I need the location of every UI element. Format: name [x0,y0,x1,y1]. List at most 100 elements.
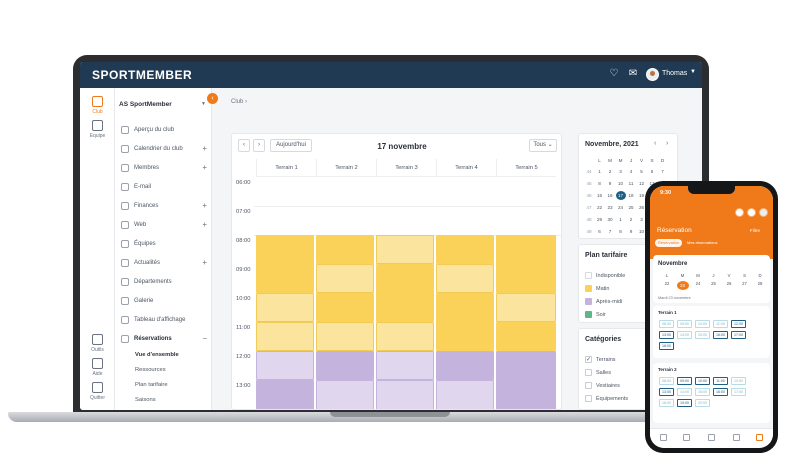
time-slot[interactable]: 11:00 [713,377,728,385]
time-slot[interactable]: 18:00 [659,342,674,350]
booking-block[interactable] [316,264,374,293]
mini-calendar-day[interactable]: 24 [617,205,624,210]
plus-icon[interactable]: + [202,144,207,153]
phone-filter-button[interactable]: Filtre [750,228,760,233]
mini-calendar-day[interactable]: 30 [607,217,613,222]
time-slot[interactable]: 10:00 [695,377,710,385]
sidebar-item-equipes[interactable]: Équipes [118,238,210,252]
booking-block[interactable] [376,235,434,264]
mini-calendar-day[interactable]: 26 [638,205,645,210]
booking-block[interactable] [496,293,556,322]
mini-calendar-day[interactable]: 1 [598,169,601,174]
rail-item-quitter[interactable]: Quitter [80,382,115,401]
mini-calendar-day[interactable]: 7 [608,229,612,234]
sidebar-subitem-plan-tarifaire[interactable]: Plan tarifaire [135,382,168,388]
booking-block[interactable] [436,235,494,264]
time-slot[interactable]: 09:00 [677,377,692,385]
checkbox[interactable] [585,395,592,402]
booking-block[interactable] [376,322,434,351]
chat-icon[interactable] [733,434,740,441]
mini-calendar-day[interactable]: 6 [650,169,654,174]
phone-day[interactable]: 28 [757,281,763,286]
mini-calendar-day[interactable]: 8 [598,181,601,186]
mini-calendar-day[interactable]: 6 [598,229,601,234]
avatar[interactable] [646,68,659,81]
sidebar-item-membres[interactable]: Membres + [118,162,210,176]
sidebar-subitem-saisons[interactable]: Saisons [135,397,156,403]
mini-calendar-day[interactable]: 23 [607,205,613,210]
sidebar-item-departements[interactable]: Départements [118,276,210,290]
tab-mes-reservations[interactable]: Mes réservations [687,240,718,245]
mini-calendar-day[interactable]: 9 [629,229,633,234]
category-checkbox[interactable]: Salles [585,369,611,376]
mini-calendar-day[interactable]: 10 [638,229,645,234]
sidebar-item-calendrier[interactable]: Calendrier du club + [118,143,210,157]
time-slot[interactable]: 17:00 [731,331,746,339]
mini-calendar-day[interactable]: 3 [619,169,622,174]
mini-calendar-day[interactable]: 1 [619,217,622,222]
news-icon[interactable] [708,434,715,441]
mini-calendar-day[interactable]: 5 [640,169,643,174]
mini-calendar-day[interactable]: 3 [640,217,643,222]
rail-item-club[interactable]: Club [80,96,115,115]
booking-block[interactable] [376,264,434,322]
home-icon[interactable] [660,434,667,441]
mini-calendar-day[interactable]: 18 [628,193,634,198]
time-slot[interactable]: 11:00 [713,320,728,328]
booking-block[interactable] [316,235,374,264]
time-slot[interactable]: 14:00 [677,388,692,396]
app-logo[interactable]: SPORTMEMBER [92,68,193,82]
phone-day[interactable]: 26 [726,281,732,286]
calendar-icon[interactable] [747,208,756,217]
mini-calendar-day[interactable]: 2 [608,169,612,174]
booking-block[interactable] [436,380,494,409]
booking-block[interactable] [436,293,494,351]
plus-icon[interactable]: + [202,220,207,229]
time-slot[interactable]: 12:00 [731,320,746,328]
next-day-button[interactable]: › [253,139,265,152]
rail-item-aide[interactable]: Aide [80,358,115,377]
mini-calendar-day[interactable]: 7 [661,169,664,174]
mini-calendar-day[interactable]: 15 [596,193,603,198]
phone-day[interactable]: 27 [742,281,747,286]
home-icon[interactable] [735,208,744,217]
booking-block[interactable] [256,351,314,380]
bell-icon[interactable]: ♡ [609,68,619,79]
phone-day[interactable]: 22 [664,281,670,286]
sidebar-subitem-vue-ensemble[interactable]: Vue d'ensemble [135,352,179,358]
phone-day[interactable]: 23 [676,281,689,290]
time-slot[interactable]: 18:00 [659,399,674,407]
plus-icon[interactable]: + [202,258,207,267]
booking-block[interactable] [496,322,556,351]
booking-block[interactable] [316,293,374,322]
booking-block[interactable] [496,351,556,409]
time-slot[interactable]: 16:00 [713,331,728,339]
checkbox[interactable] [585,369,592,376]
mini-calendar-day[interactable]: 2 [629,217,633,222]
time-slot[interactable]: 13:00 [659,388,674,396]
rail-item-equipe[interactable]: Equipe [80,120,115,139]
booking-block[interactable] [316,380,374,409]
resource-filter-select[interactable]: Tous ⌄ [529,139,557,152]
collapse-sidebar-button[interactable]: ‹ [207,93,218,104]
booking-block[interactable] [316,322,374,351]
time-slot[interactable]: 13:00 [659,331,674,339]
phone-day[interactable]: 25 [711,281,716,286]
time-slot[interactable]: 12:00 [731,377,746,385]
time-slot[interactable]: 15:00 [695,331,710,339]
minus-icon[interactable]: − [202,334,207,343]
time-slot[interactable]: 08:00 [659,377,674,385]
time-slot[interactable]: 14:00 [677,331,692,339]
calendar-icon[interactable] [683,434,690,441]
plus-icon[interactable]: + [202,163,207,172]
chevron-down-icon[interactable]: ▼ [690,69,696,75]
phone-day[interactable]: 24 [695,281,701,286]
mini-calendar-day[interactable]: 4 [629,169,633,174]
booking-block[interactable] [256,380,314,409]
category-checkbox[interactable]: Vestiaires [585,382,620,389]
user-name[interactable]: Thomas [662,70,688,77]
mini-calendar-day[interactable]: 12 [638,181,645,186]
sidebar-item-web[interactable]: Web + [118,219,210,233]
tab-reservation[interactable]: Réservation [655,239,683,247]
mini-calendar-day[interactable]: 9 [608,181,612,186]
